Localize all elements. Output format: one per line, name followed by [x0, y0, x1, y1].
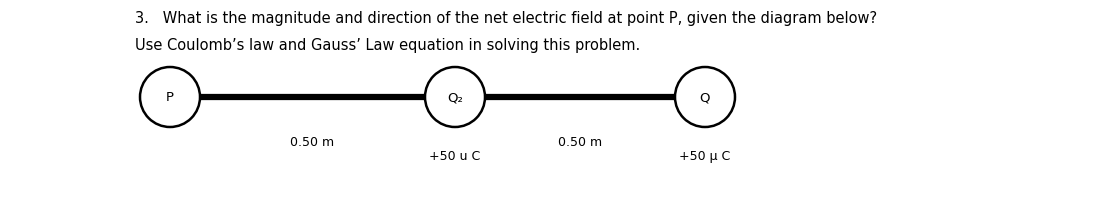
- Circle shape: [426, 68, 485, 127]
- Text: 0.50 m: 0.50 m: [291, 135, 334, 148]
- Circle shape: [140, 68, 201, 127]
- Text: Q: Q: [700, 91, 711, 104]
- Text: Use Coulomb’s law and Gauss’ Law equation in solving this problem.: Use Coulomb’s law and Gauss’ Law equatio…: [135, 38, 641, 53]
- Circle shape: [675, 68, 735, 127]
- Text: P: P: [166, 91, 174, 104]
- Text: 3.   What is the magnitude and direction of the net electric field at point P, g: 3. What is the magnitude and direction o…: [135, 11, 877, 26]
- Text: +50 u C: +50 u C: [429, 149, 480, 162]
- Text: +50 μ C: +50 μ C: [680, 149, 731, 162]
- Text: Q₂: Q₂: [447, 91, 463, 104]
- Text: 0.50 m: 0.50 m: [558, 135, 602, 148]
